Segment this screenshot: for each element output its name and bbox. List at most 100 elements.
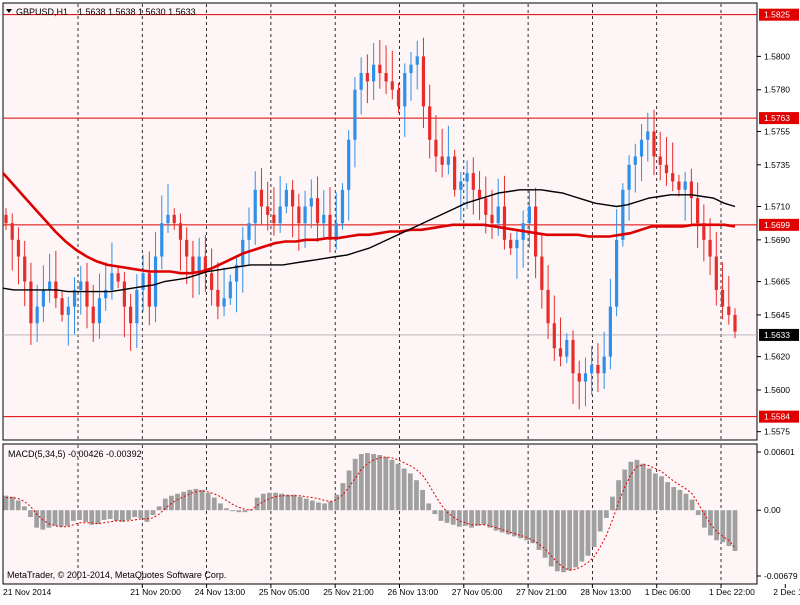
macd-bar: [211, 497, 217, 511]
candle-body: [415, 56, 419, 65]
candle-body: [153, 256, 158, 307]
candle-body: [48, 281, 52, 290]
macd-bar: [395, 463, 401, 511]
candle-body: [359, 73, 363, 90]
macd-bar: [683, 493, 689, 511]
candle-body: [266, 206, 270, 215]
price-tick-label: 1.5780: [764, 85, 790, 95]
macd-bar: [254, 497, 260, 511]
moving-average-red[interactable]: [2, 172, 736, 275]
macd-bar: [218, 503, 223, 511]
macd-bar: [481, 510, 487, 525]
macd-bar: [438, 510, 444, 521]
macd-bar: [230, 510, 236, 512]
macd-bar: [463, 510, 468, 526]
macd-bar: [95, 510, 101, 524]
macd-bar: [530, 510, 536, 544]
time-tick-label: 25 Nov 21:00: [323, 587, 374, 597]
macd-bar: [389, 459, 395, 511]
macd-bar: [15, 500, 21, 511]
macd-bar: [499, 510, 505, 533]
candle-body: [291, 189, 295, 207]
macd-bar: [365, 453, 370, 511]
candle-body: [178, 223, 183, 240]
candle-body: [459, 181, 463, 190]
time-tick-label: 2 Dec 14:00: [773, 587, 800, 597]
candle-body: [658, 156, 662, 165]
macd-bar: [542, 510, 548, 558]
candle-body: [160, 223, 164, 257]
candle-body: [434, 139, 438, 157]
macd-bar: [279, 493, 285, 511]
candle-body: [664, 164, 669, 174]
candle-body: [116, 273, 120, 282]
candle-body: [41, 289, 45, 307]
macd-bar: [695, 510, 701, 516]
candle-body: [10, 223, 14, 240]
macd-bar: [70, 510, 76, 521]
candle-body: [633, 156, 637, 165]
candle-body: [340, 189, 345, 224]
candle-body: [615, 239, 619, 307]
candle-body: [484, 198, 488, 215]
macd-bar: [622, 469, 628, 511]
macd-bar: [113, 510, 119, 521]
macd-signal-line[interactable]: [6, 456, 736, 571]
moving-average-black[interactable]: [2, 189, 736, 293]
symbol-dropdown-icon[interactable]: [6, 9, 12, 13]
macd-bar: [224, 508, 229, 511]
macd-bar: [28, 510, 33, 518]
candle-body: [534, 206, 538, 257]
time-tick-label: 27 Nov 21:00: [516, 587, 567, 597]
macd-bar: [524, 510, 530, 541]
macd-bar: [64, 510, 70, 526]
macd-bar: [561, 510, 566, 573]
macd-bar: [616, 480, 622, 511]
macd-bar: [585, 510, 591, 556]
candle-body: [297, 206, 301, 224]
price-tick-label: 1.5735: [764, 160, 790, 170]
level-price-text: 1.5825: [764, 10, 790, 20]
candle-body: [490, 214, 494, 224]
candle-body: [328, 214, 332, 240]
ohlc-values: 1.5638 1.5638 1.5630 1.5633: [78, 7, 196, 17]
candle-body: [590, 364, 594, 374]
macd-bar: [358, 454, 364, 511]
macd-bar: [89, 510, 95, 525]
candle-body: [396, 89, 401, 107]
macd-tick-label: -0.00679: [764, 571, 798, 581]
macd-bar: [101, 510, 107, 520]
time-tick-label: 21 Nov 2014: [3, 587, 51, 597]
candle-body: [191, 256, 195, 274]
candle-body: [315, 198, 320, 224]
candle-body: [558, 348, 563, 357]
macd-bar: [432, 510, 438, 515]
macd-bar: [346, 470, 352, 511]
time-axis: 21 Nov 2014 21 Nov 20:00 24 Nov 13:00 25 No…: [3, 584, 800, 597]
candle-body: [552, 323, 556, 349]
price-tick-label: 1.5600: [764, 385, 790, 395]
macd-bar: [334, 494, 340, 511]
candle-body: [546, 289, 550, 324]
candle-body: [733, 314, 737, 332]
macd-bar: [199, 489, 205, 511]
candle-body: [384, 73, 388, 82]
candle-body: [540, 256, 544, 290]
macd-bar: [371, 454, 376, 511]
symbol-label: GBPUSD,H1: [16, 7, 68, 17]
macd-bar: [659, 476, 664, 511]
candle-body: [583, 373, 588, 382]
level-price-label: [759, 218, 799, 231]
candlestick-series: [4, 37, 737, 410]
candle-body: [409, 64, 413, 74]
macd-bar: [469, 510, 474, 528]
macd-histogram: [3, 453, 738, 573]
level-price-label: [759, 8, 799, 21]
macd-bar: [58, 510, 64, 527]
time-tick-label: 21 Nov 20:00: [130, 587, 181, 597]
candle-body: [390, 81, 394, 90]
level-price-text: 1.5763: [764, 113, 790, 123]
macd-bar: [512, 510, 517, 537]
candle-body: [527, 206, 531, 224]
